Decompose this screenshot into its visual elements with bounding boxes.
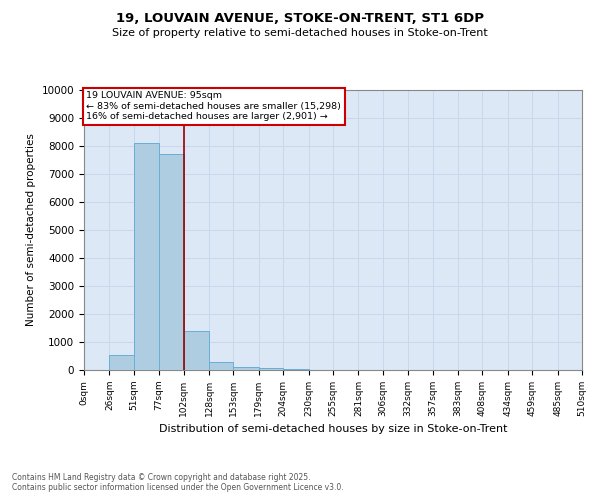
Bar xyxy=(134,143,159,370)
Bar xyxy=(259,368,283,370)
Text: 19, LOUVAIN AVENUE, STOKE-ON-TRENT, ST1 6DP: 19, LOUVAIN AVENUE, STOKE-ON-TRENT, ST1 … xyxy=(116,12,484,26)
Bar xyxy=(209,362,233,370)
Bar xyxy=(159,154,184,370)
Bar xyxy=(109,354,134,370)
Bar xyxy=(184,331,209,370)
Text: Size of property relative to semi-detached houses in Stoke-on-Trent: Size of property relative to semi-detach… xyxy=(112,28,488,38)
X-axis label: Distribution of semi-detached houses by size in Stoke-on-Trent: Distribution of semi-detached houses by … xyxy=(159,424,507,434)
Y-axis label: Number of semi-detached properties: Number of semi-detached properties xyxy=(26,134,36,326)
Bar xyxy=(283,369,308,370)
Text: 19 LOUVAIN AVENUE: 95sqm
← 83% of semi-detached houses are smaller (15,298)
16% : 19 LOUVAIN AVENUE: 95sqm ← 83% of semi-d… xyxy=(86,92,341,121)
Bar xyxy=(233,366,259,370)
Text: Contains HM Land Registry data © Crown copyright and database right 2025.
Contai: Contains HM Land Registry data © Crown c… xyxy=(12,472,344,492)
